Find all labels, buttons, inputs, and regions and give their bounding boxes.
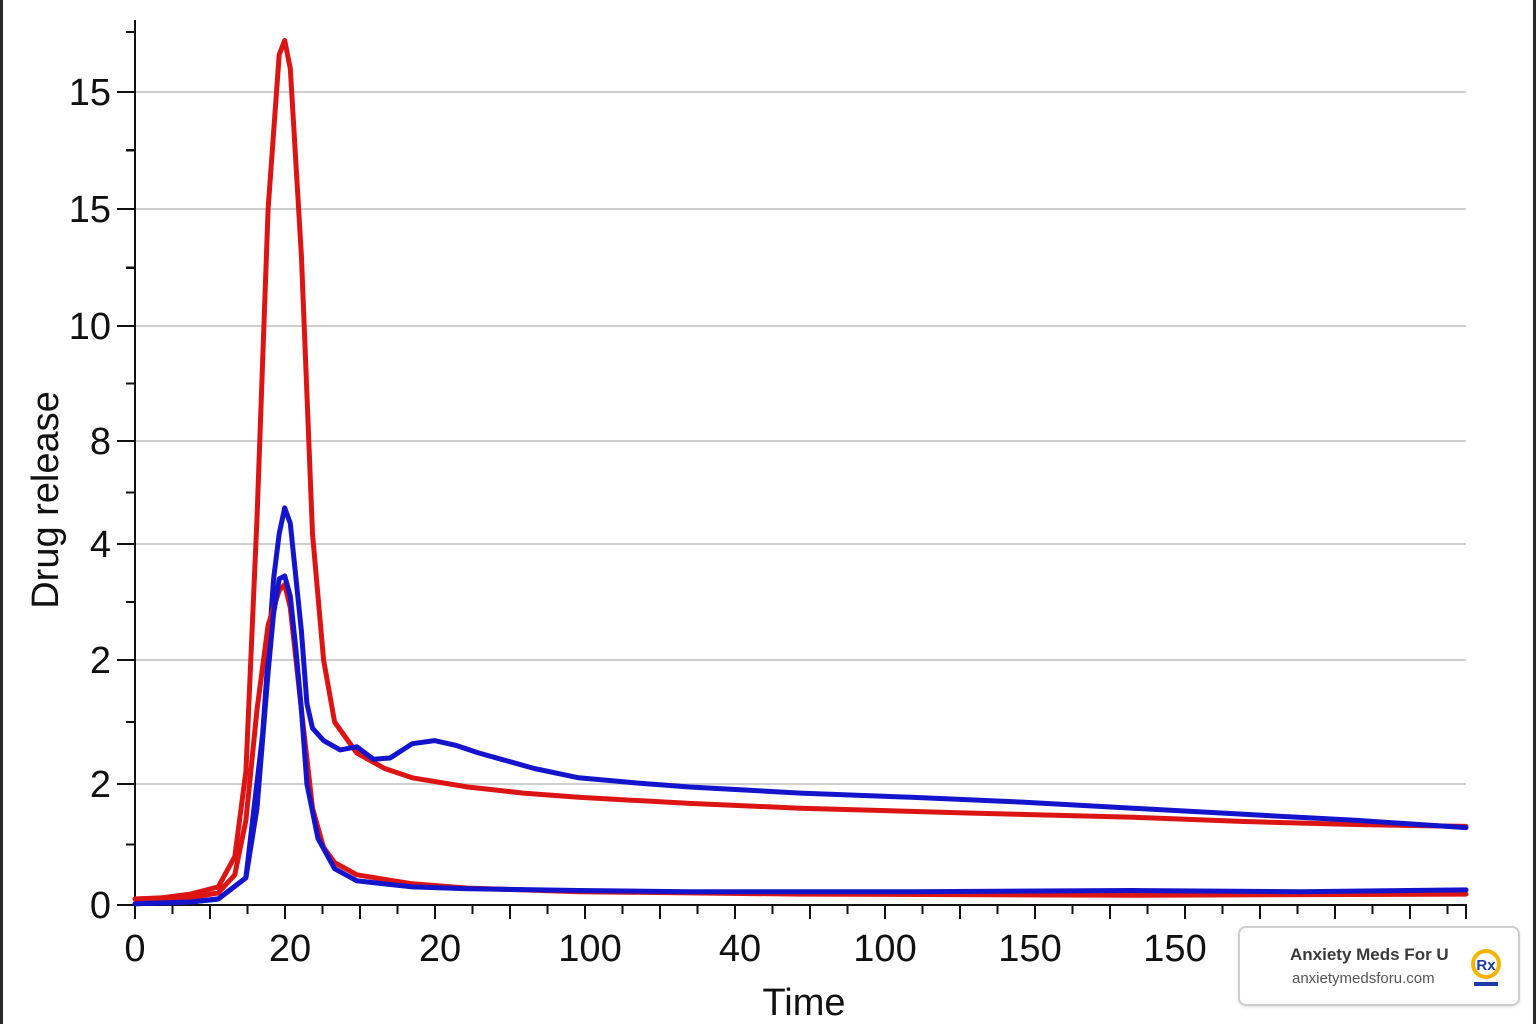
left-frame-border xyxy=(0,0,3,1024)
x-tick-label: 150 xyxy=(1143,928,1206,970)
y-tick-label: 2 xyxy=(90,640,111,682)
series-line-red-1 xyxy=(132,38,1469,902)
y-tick-label: 0 xyxy=(90,885,111,927)
watermark-badge: Anxiety Meds For U anxietymedsforu.com R… xyxy=(1238,926,1520,1006)
y-tick-label: 15 xyxy=(69,72,111,114)
right-frame-border xyxy=(1533,0,1536,1024)
x-tick-label: 20 xyxy=(419,928,461,970)
y-tick-label: 4 xyxy=(90,524,111,566)
watermark-title: Anxiety Meds For U xyxy=(1290,945,1449,964)
series-line-blue-2 xyxy=(132,505,1469,907)
x-tick-label: 100 xyxy=(558,928,621,970)
x-tick-label: 40 xyxy=(719,928,761,970)
x-tick-label: 20 xyxy=(269,928,311,970)
y-tick-label: 10 xyxy=(69,306,111,348)
x-tick-label: 100 xyxy=(853,928,916,970)
x-axis-title: Time xyxy=(762,982,845,1024)
x-tick-label: 0 xyxy=(124,928,145,970)
y-tick-label: 8 xyxy=(90,421,111,463)
series-line-red-3 xyxy=(132,582,1469,902)
x-tick-label: 150 xyxy=(998,928,1061,970)
axes xyxy=(134,20,1467,907)
rx-logo-icon: Rx xyxy=(1471,949,1501,986)
series-line-blue-4 xyxy=(132,573,1469,907)
y-tick-label: 15 xyxy=(69,189,111,231)
svg-text:Rx: Rx xyxy=(1476,957,1496,974)
series-lines xyxy=(132,38,1469,907)
gridlines xyxy=(135,91,1466,785)
y-axis-title: Drug release xyxy=(25,391,67,609)
y-tick-label: 2 xyxy=(90,764,111,806)
watermark-url: anxietymedsforu.com xyxy=(1292,970,1435,987)
